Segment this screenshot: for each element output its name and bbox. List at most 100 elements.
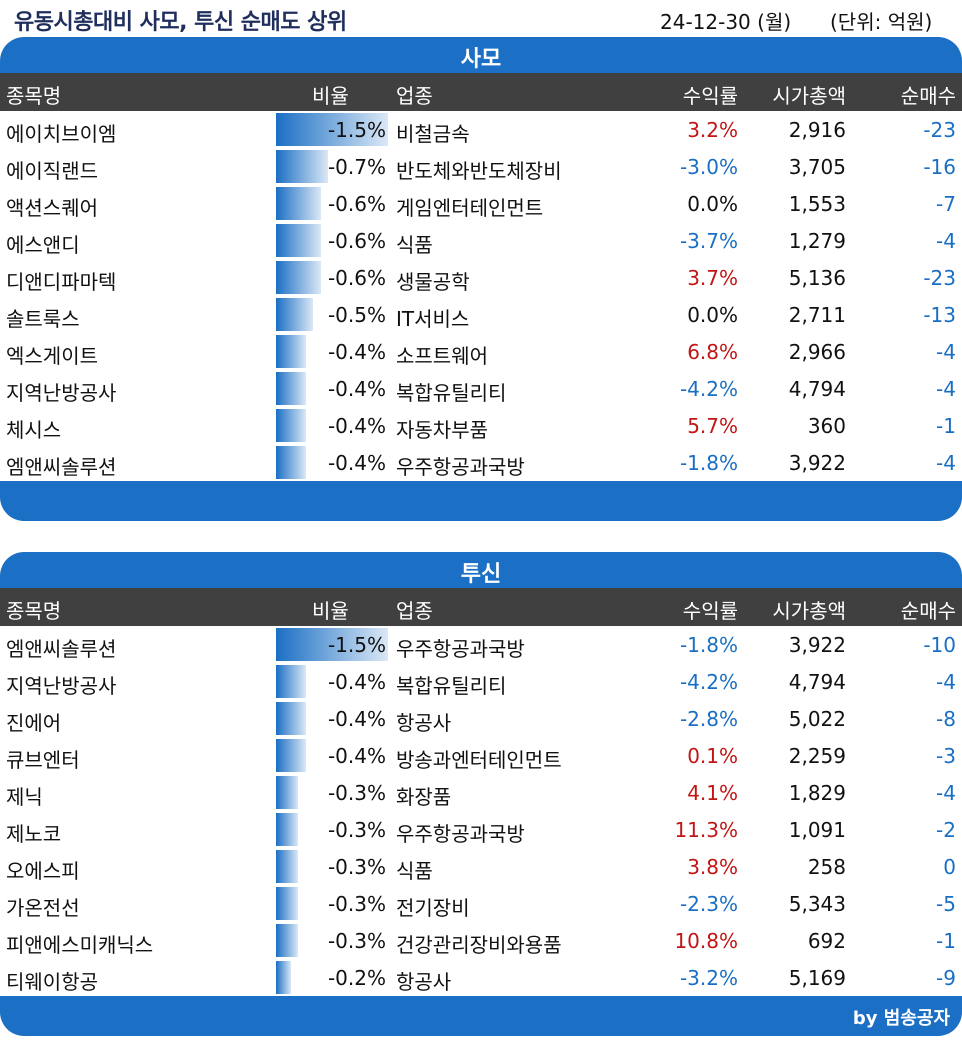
stock-name: 제노코 bbox=[6, 822, 62, 846]
ratio-value: -0.7% bbox=[327, 155, 386, 179]
sector-name: 소프트웨어 bbox=[396, 344, 488, 368]
ratio-bar bbox=[276, 150, 328, 183]
market-cap: 5,136 bbox=[788, 266, 846, 290]
sector-name: 방송과엔터테인먼트 bbox=[396, 748, 562, 772]
table-row: 체시스 -0.4% 자동차부품 5.7% 360 -1 bbox=[0, 407, 962, 444]
ratio-bar bbox=[276, 187, 321, 220]
stock-name: 티웨이항공 bbox=[6, 970, 98, 994]
sector-name: 화장품 bbox=[396, 785, 452, 809]
stock-name: 에이직랜드 bbox=[6, 159, 98, 183]
stock-name: 가온전선 bbox=[6, 896, 80, 920]
ratio-value: -0.2% bbox=[327, 966, 386, 990]
col-net-header: 순매수 bbox=[900, 599, 956, 623]
table-row: 지역난방공사 -0.4% 복합유틸리티 -4.2% 4,794 -4 bbox=[0, 663, 962, 700]
section-header: 사모 bbox=[0, 37, 962, 73]
col-name-header: 종목명 bbox=[6, 84, 62, 108]
market-cap: 258 bbox=[807, 855, 846, 879]
sector-name: 항공사 bbox=[396, 711, 452, 735]
credit-label: by 범송공자 bbox=[852, 1008, 950, 1029]
net-buy: -23 bbox=[923, 118, 956, 142]
market-cap: 1,829 bbox=[788, 781, 846, 805]
ratio-value: -0.4% bbox=[327, 707, 386, 731]
ratio-bar bbox=[276, 298, 313, 331]
col-cap-header: 시가총액 bbox=[772, 84, 846, 108]
return-value: 3.8% bbox=[687, 855, 738, 879]
net-buy: -5 bbox=[936, 892, 956, 916]
return-value: 0.0% bbox=[687, 192, 738, 216]
stock-name: 지역난방공사 bbox=[6, 674, 117, 698]
stock-name: 진에어 bbox=[6, 711, 62, 735]
sector-name: 자동차부품 bbox=[396, 418, 488, 442]
return-value: -4.2% bbox=[679, 670, 738, 694]
table-row: 디앤디파마텍 -0.6% 생물공학 3.7% 5,136 -23 bbox=[0, 259, 962, 296]
stock-name: 액션스퀘어 bbox=[6, 196, 98, 220]
ratio-value: -0.4% bbox=[327, 340, 386, 364]
ratio-bar bbox=[276, 776, 298, 809]
return-value: -3.2% bbox=[679, 966, 738, 990]
return-value: 0.0% bbox=[687, 303, 738, 327]
table-row: 오에스피 -0.3% 식품 3.8% 258 0 bbox=[0, 848, 962, 885]
column-header-row: 종목명 비율 업종 수익률 시가총액 순매수 bbox=[0, 588, 962, 626]
col-return-header: 수익률 bbox=[682, 599, 738, 623]
return-value: 11.3% bbox=[674, 818, 738, 842]
ratio-bar bbox=[276, 850, 298, 883]
stock-name: 엠앤씨솔루션 bbox=[6, 455, 117, 479]
market-cap: 1,091 bbox=[788, 818, 846, 842]
ratio-value: -1.5% bbox=[327, 633, 386, 657]
return-value: -3.0% bbox=[679, 155, 738, 179]
stock-name: 큐브엔터 bbox=[6, 748, 80, 772]
sector-name: 복합유틸리티 bbox=[396, 674, 507, 698]
return-value: -2.3% bbox=[679, 892, 738, 916]
market-cap: 360 bbox=[807, 414, 846, 438]
market-cap: 4,794 bbox=[788, 377, 846, 401]
section-footer bbox=[0, 481, 962, 521]
ratio-value: -0.5% bbox=[327, 303, 386, 327]
market-cap: 692 bbox=[807, 929, 846, 953]
market-cap: 1,279 bbox=[788, 229, 846, 253]
stock-name: 지역난방공사 bbox=[6, 381, 117, 405]
net-buy: -3 bbox=[936, 744, 956, 768]
ratio-value: -0.6% bbox=[327, 192, 386, 216]
ratio-bar bbox=[276, 665, 306, 698]
ratio-bar bbox=[276, 335, 306, 368]
column-header-row: 종목명 비율 업종 수익률 시가총액 순매수 bbox=[0, 73, 962, 111]
net-buy: -1 bbox=[936, 929, 956, 953]
sector-name: 반도체와반도체장비 bbox=[396, 159, 562, 183]
stock-name: 에이치브이엠 bbox=[6, 122, 117, 146]
ratio-value: -0.4% bbox=[327, 670, 386, 694]
ratio-bar bbox=[276, 887, 298, 920]
return-value: -1.8% bbox=[679, 633, 738, 657]
stock-name: 체시스 bbox=[6, 418, 62, 442]
ratio-value: -0.3% bbox=[327, 892, 386, 916]
table-row: 큐브엔터 -0.4% 방송과엔터테인먼트 0.1% 2,259 -3 bbox=[0, 737, 962, 774]
ratio-bar bbox=[276, 961, 291, 994]
stock-name: 디앤디파마텍 bbox=[6, 270, 117, 294]
net-buy: -9 bbox=[936, 966, 956, 990]
market-cap: 2,259 bbox=[788, 744, 846, 768]
net-buy: -4 bbox=[936, 670, 956, 694]
ratio-bar bbox=[276, 924, 298, 957]
net-buy: -4 bbox=[936, 377, 956, 401]
table-row: 제닉 -0.3% 화장품 4.1% 1,829 -4 bbox=[0, 774, 962, 811]
net-buy: -4 bbox=[936, 451, 956, 475]
section-label: 사모 bbox=[460, 47, 502, 72]
return-value: 6.8% bbox=[687, 340, 738, 364]
col-return-header: 수익률 bbox=[682, 84, 738, 108]
table-row: 가온전선 -0.3% 전기장비 -2.3% 5,343 -5 bbox=[0, 885, 962, 922]
return-value: -3.7% bbox=[679, 229, 738, 253]
net-buy: -16 bbox=[923, 155, 956, 179]
sector-name: 식품 bbox=[396, 859, 433, 883]
table-row: 엑스게이트 -0.4% 소프트웨어 6.8% 2,966 -4 bbox=[0, 333, 962, 370]
ratio-bar bbox=[276, 702, 306, 735]
ratio-value: -0.4% bbox=[327, 744, 386, 768]
market-cap: 3,922 bbox=[788, 451, 846, 475]
table-row: 엠앤씨솔루션 -1.5% 우주항공과국방 -1.8% 3,922 -10 bbox=[0, 626, 962, 663]
table-row: 액션스퀘어 -0.6% 게임엔터테인먼트 0.0% 1,553 -7 bbox=[0, 185, 962, 222]
table-row: 에스앤디 -0.6% 식품 -3.7% 1,279 -4 bbox=[0, 222, 962, 259]
stock-name: 엠앤씨솔루션 bbox=[6, 637, 117, 661]
section-samo: 사모 종목명 비율 업종 수익률 시가총액 순매수 에이치브이엠 -1.5% 비철금… bbox=[0, 37, 962, 521]
unit-label: (단위: 억원) bbox=[830, 10, 933, 34]
table-row: 피앤에스미캐닉스 -0.3% 건강관리장비와용품 10.8% 692 -1 bbox=[0, 922, 962, 959]
market-cap: 3,705 bbox=[788, 155, 846, 179]
sector-name: 생물공학 bbox=[396, 270, 470, 294]
